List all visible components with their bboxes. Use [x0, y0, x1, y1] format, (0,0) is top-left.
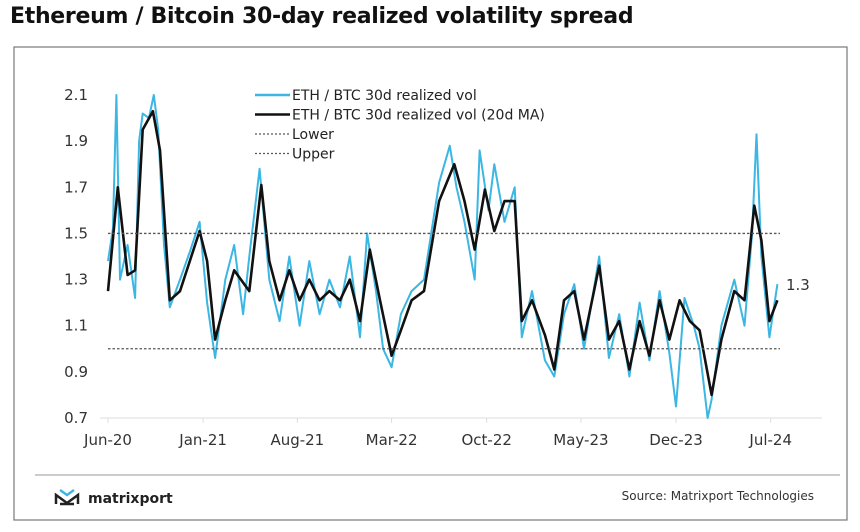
matrixport-logo-icon	[54, 488, 80, 506]
y-tick-label: 0.9	[64, 363, 88, 381]
y-tick-label: 1.5	[64, 224, 88, 242]
y-tick-label: 0.7	[64, 409, 88, 427]
y-tick-label: 1.7	[64, 178, 88, 196]
x-tick-label: Jun-20	[83, 431, 132, 449]
legend-label: Upper	[292, 147, 335, 163]
x-tick-label: Oct-22	[461, 431, 511, 449]
end-value-label: 1.3	[786, 276, 810, 294]
chart-title: Ethereum / Bitcoin 30-day realized volat…	[10, 4, 634, 29]
x-tick-label: Dec-23	[649, 431, 703, 449]
legend-label: Lower	[292, 127, 334, 143]
brand-name: matrixport	[88, 491, 173, 507]
x-tick-label: May-23	[553, 431, 608, 449]
y-tick-label: 2.1	[64, 86, 88, 104]
y-tick-label: 1.9	[64, 132, 88, 150]
eth-btc-30d-realized-vol-series	[107, 94, 779, 419]
source-note: Source: Matrixport Technologies	[622, 489, 814, 503]
legend-label: ETH / BTC 30d realized vol (20d MA)	[292, 108, 545, 124]
x-tick-label: Mar-22	[366, 431, 418, 449]
y-tick-label: 1.1	[64, 317, 88, 335]
y-tick-label: 1.3	[64, 271, 88, 289]
x-tick-label: Jan-21	[178, 431, 227, 449]
x-tick-label: Jul-24	[748, 431, 792, 449]
x-tick-label: Aug-21	[270, 431, 324, 449]
legend-label: ETH / BTC 30d realized vol	[292, 88, 477, 104]
eth-btc-30d-realized-vol-20d-ma--series	[106, 109, 779, 397]
chart-frame	[13, 46, 848, 521]
legend: ETH / BTC 30d realized vol ETH / BTC 30d …	[255, 88, 545, 163]
